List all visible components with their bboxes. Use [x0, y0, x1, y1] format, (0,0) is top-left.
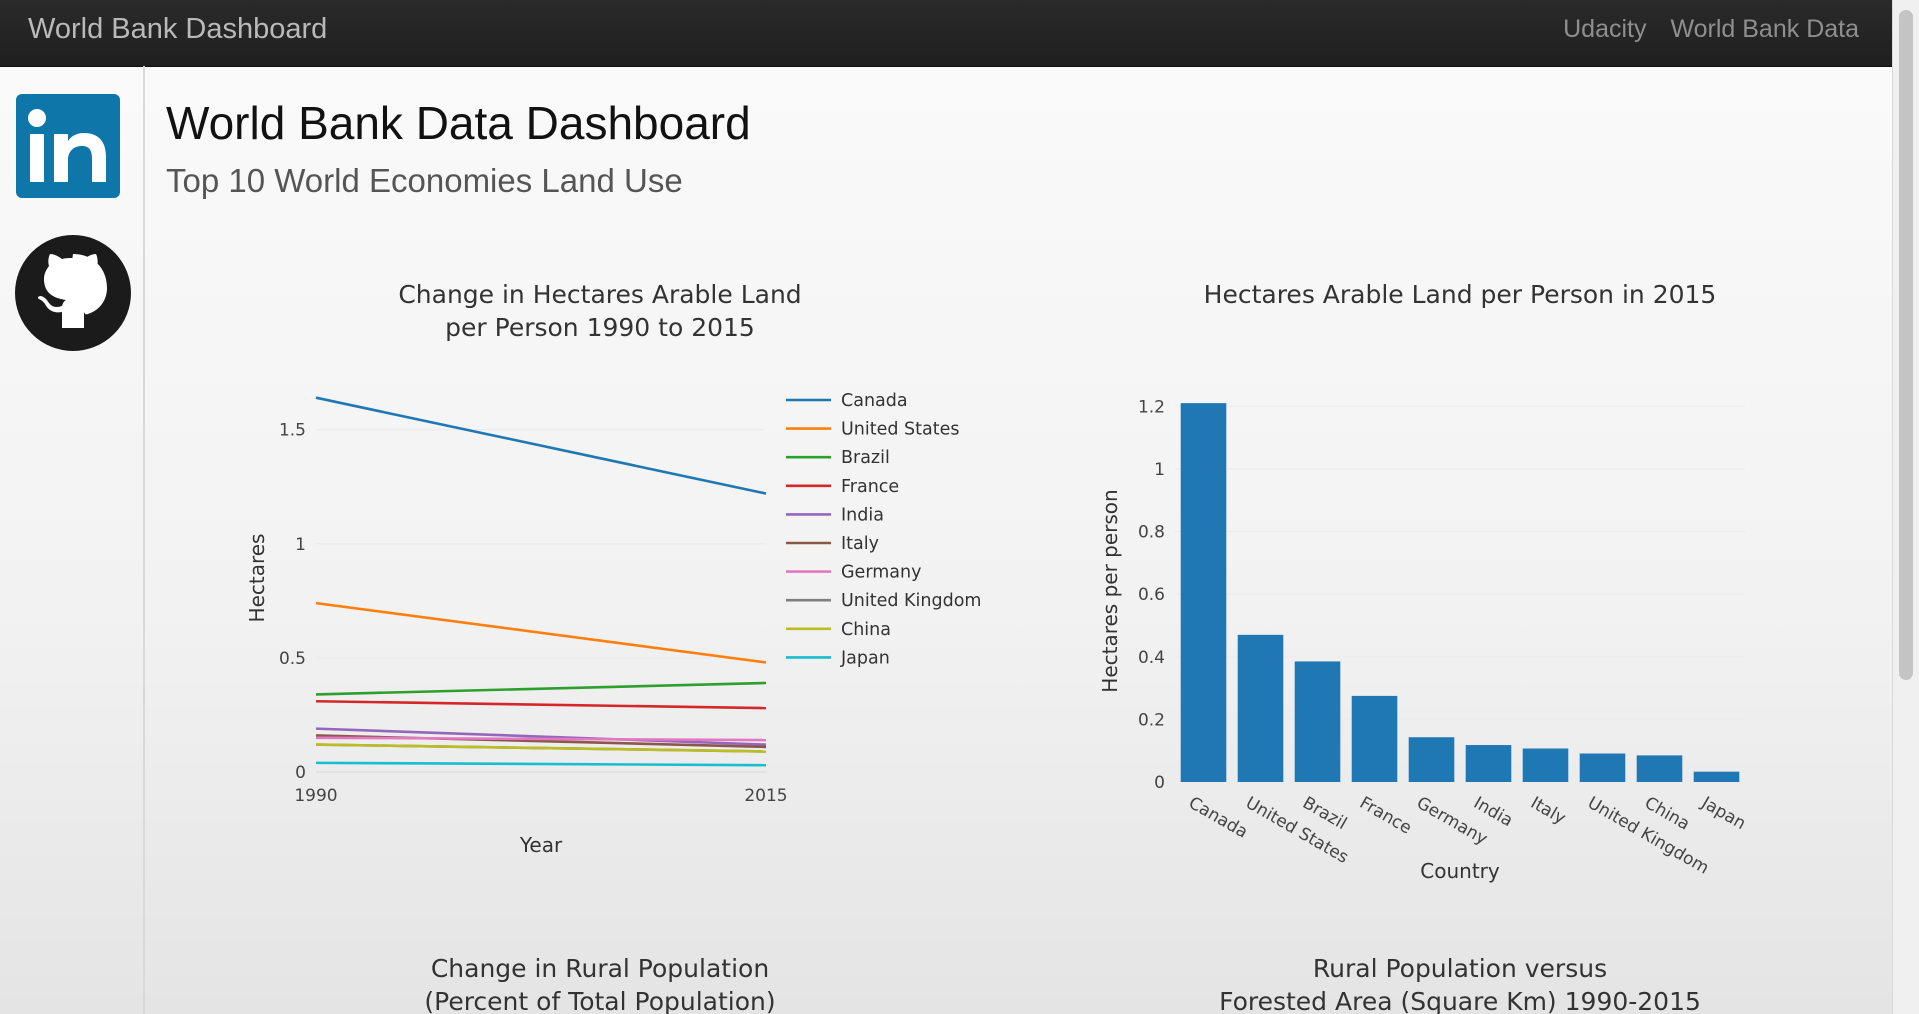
- bar-chart-y-tick-label: 0: [1154, 773, 1165, 793]
- line-series: [315, 681, 767, 696]
- legend-label: China: [841, 620, 891, 640]
- line-chart-y-tick-label: 1.5: [279, 421, 306, 441]
- bar-chart-y-tick-label: 0.8: [1138, 523, 1165, 543]
- bar: [1522, 748, 1569, 782]
- bar-chart-x-tick-label: Japan: [1697, 793, 1749, 835]
- bar: [1408, 737, 1455, 782]
- bar-chart-y-tick-label: 0.6: [1138, 585, 1165, 605]
- forest-chart-title: Rural Population versus Forested Area (S…: [1090, 952, 1830, 1014]
- navbar: World Bank Dashboard Udacity World Bank …: [0, 0, 1893, 67]
- line-chart-title-line-1: Change in Hectares Arable Land: [398, 280, 802, 309]
- page-title: World Bank Data Dashboard: [166, 97, 751, 149]
- bar-chart-title: Hectares Arable Land per Person in 2015: [1090, 278, 1830, 311]
- bar: [1636, 755, 1683, 782]
- navbar-brand[interactable]: World Bank Dashboard: [28, 13, 328, 45]
- rural-chart-title: Change in Rural Population (Percent of T…: [330, 952, 870, 1014]
- github-icon[interactable]: [14, 234, 132, 352]
- line-series: [315, 736, 767, 742]
- line-chart-y-tick-label: 1: [295, 535, 306, 555]
- bar: [1237, 634, 1284, 782]
- bar-chart-x-tick-label: Italy: [1527, 793, 1569, 829]
- legend-label: Canada: [841, 391, 908, 411]
- line-series: [315, 699, 767, 710]
- line-chart-y-tick-label: 0.5: [279, 649, 306, 669]
- sidebar: [0, 66, 145, 1014]
- line-series: [315, 727, 767, 746]
- bar-chart-y-tick-label: 1.2: [1138, 397, 1165, 417]
- nav-link-world-bank-data[interactable]: World Bank Data: [1670, 15, 1859, 43]
- page-subtitle: Top 10 World Economies Land Use: [166, 162, 683, 199]
- bar: [1294, 661, 1341, 782]
- line-chart: 0 0.5 1 1.5 1990 2015 Year Hectares Canada United…: [245, 391, 981, 857]
- rural-chart-title-line-2: (Percent of Total Population): [424, 987, 776, 1014]
- legend-label: Japan: [840, 648, 890, 668]
- scrollbar-thumb[interactable]: [1899, 10, 1913, 680]
- bar: [1180, 403, 1227, 782]
- line-chart-x-axis-label: Year: [519, 833, 563, 857]
- line-series: [315, 761, 767, 767]
- legend-label: United States: [841, 420, 960, 440]
- bar-chart-title-line-1: Hectares Arable Land per Person in 2015: [1203, 280, 1717, 309]
- forest-chart-title-line-2: Forested Area (Square Km) 1990-2015: [1219, 987, 1701, 1014]
- bar: [1579, 753, 1626, 782]
- line-chart-x-tick-label: 2015: [744, 786, 787, 806]
- bar-chart-y-axis-label: Hectares per person: [1098, 489, 1122, 692]
- legend-label: France: [841, 477, 899, 497]
- bar-chart-y-tick-label: 0.4: [1138, 648, 1165, 668]
- forest-chart-title-line-1: Rural Population versus: [1312, 954, 1608, 983]
- nav-link-udacity[interactable]: Udacity: [1563, 15, 1647, 43]
- bar-chart-x-axis-label: Country: [1420, 859, 1500, 883]
- bar: [1351, 695, 1398, 782]
- legend-label: Brazil: [841, 448, 890, 468]
- line-chart-x-tick-label: 1990: [294, 786, 337, 806]
- legend-label: United Kingdom: [841, 591, 981, 611]
- bar-chart-x-tick-label: France: [1356, 793, 1415, 839]
- line-chart-title-line-2: per Person 1990 to 2015: [445, 313, 755, 342]
- bar: [1693, 771, 1740, 782]
- bar: [1465, 745, 1512, 782]
- bar-chart-y-tick-label: 0.2: [1138, 710, 1165, 730]
- legend-label: Germany: [841, 563, 921, 583]
- line-chart-title: Change in Hectares Arable Land per Perso…: [330, 278, 870, 344]
- line-series: [315, 601, 767, 664]
- line-series: [315, 743, 767, 753]
- line-chart-y-tick-label: 0: [295, 763, 306, 783]
- legend-label: India: [841, 505, 884, 525]
- bar-chart-x-tick-label: Canada: [1185, 793, 1251, 843]
- navbar-links: Udacity World Bank Data: [1563, 15, 1859, 44]
- line-series: [315, 396, 767, 495]
- legend-label: Italy: [841, 534, 879, 554]
- rural-chart-title-line-1: Change in Rural Population: [430, 954, 770, 983]
- scrollbar[interactable]: [1892, 0, 1919, 1014]
- line-chart-y-axis-label: Hectares: [245, 534, 269, 623]
- bar-chart-y-tick-label: 1: [1154, 460, 1165, 480]
- linkedin-icon[interactable]: [16, 94, 120, 198]
